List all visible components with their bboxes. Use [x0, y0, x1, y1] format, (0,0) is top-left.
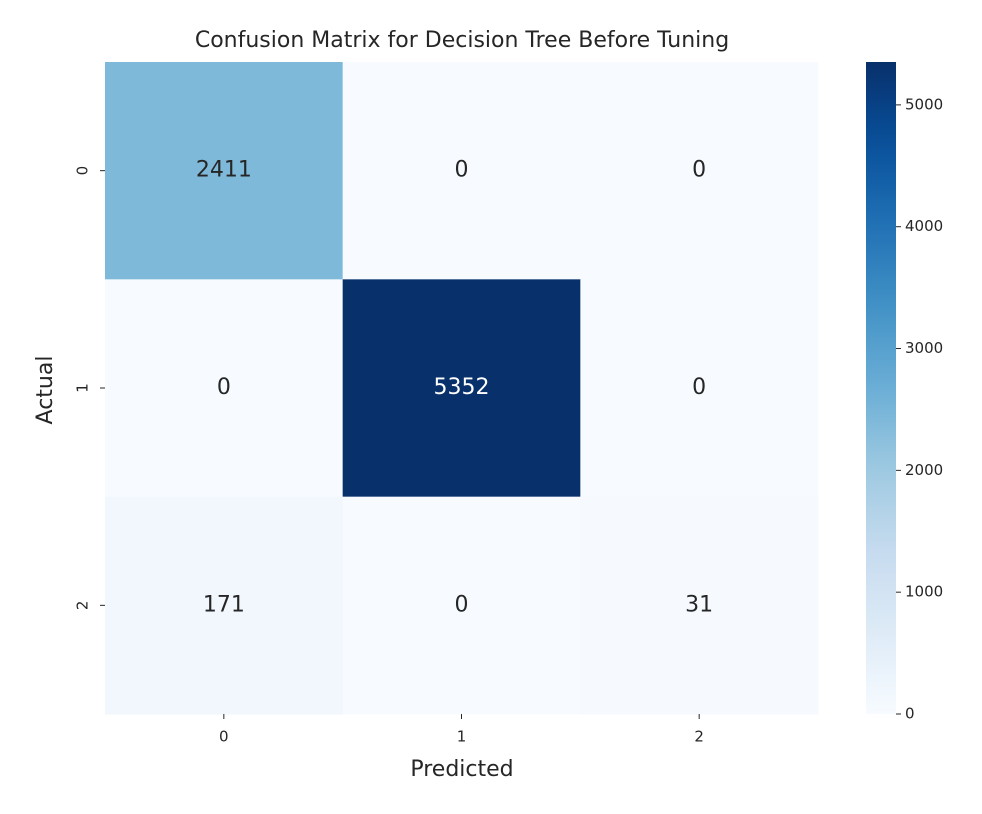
- heatmap-cell: [342, 279, 581, 498]
- y-tick-label: 1: [74, 383, 92, 393]
- x-axis-label: Predicted: [410, 757, 513, 782]
- colorbar-tick-label: 1000: [905, 583, 943, 601]
- cell-label: 0: [692, 158, 706, 183]
- y-tick-label: 2: [74, 601, 92, 611]
- colorbar-tick-label: 3000: [905, 339, 943, 357]
- colorbar-tick-label: 2000: [905, 461, 943, 479]
- x-tick-label: 2: [694, 728, 704, 746]
- heatmap-cell: [105, 62, 344, 280]
- colorbar-tick-label: 4000: [905, 217, 943, 235]
- heatmap-cell: [105, 279, 344, 498]
- cell-label: 0: [455, 158, 469, 183]
- cell-label: 171: [203, 592, 245, 617]
- y-axis-label: Actual: [33, 356, 58, 425]
- heatmap-cell: [580, 496, 819, 715]
- colorbar-tick-label: 5000: [905, 95, 943, 113]
- heatmap-cell: [342, 496, 581, 715]
- cell-label: 0: [455, 592, 469, 617]
- cell-label: 0: [692, 375, 706, 400]
- cell-label: 31: [685, 592, 713, 617]
- heatmap-cell: [105, 496, 344, 715]
- x-tick-label: 1: [457, 728, 467, 746]
- heatmap-cell: [342, 62, 581, 280]
- y-tick-label: 0: [74, 166, 92, 176]
- chart-title: Confusion Matrix for Decision Tree Befor…: [195, 28, 729, 53]
- heatmap-cell: [580, 62, 819, 280]
- heatmap-cell: [580, 279, 819, 498]
- colorbar: [866, 62, 896, 714]
- x-tick-label: 0: [219, 728, 229, 746]
- colorbar-tick-label: 0: [905, 705, 915, 723]
- cell-label: 5352: [434, 375, 490, 400]
- cell-label: 0: [217, 375, 231, 400]
- cell-label: 2411: [196, 158, 252, 183]
